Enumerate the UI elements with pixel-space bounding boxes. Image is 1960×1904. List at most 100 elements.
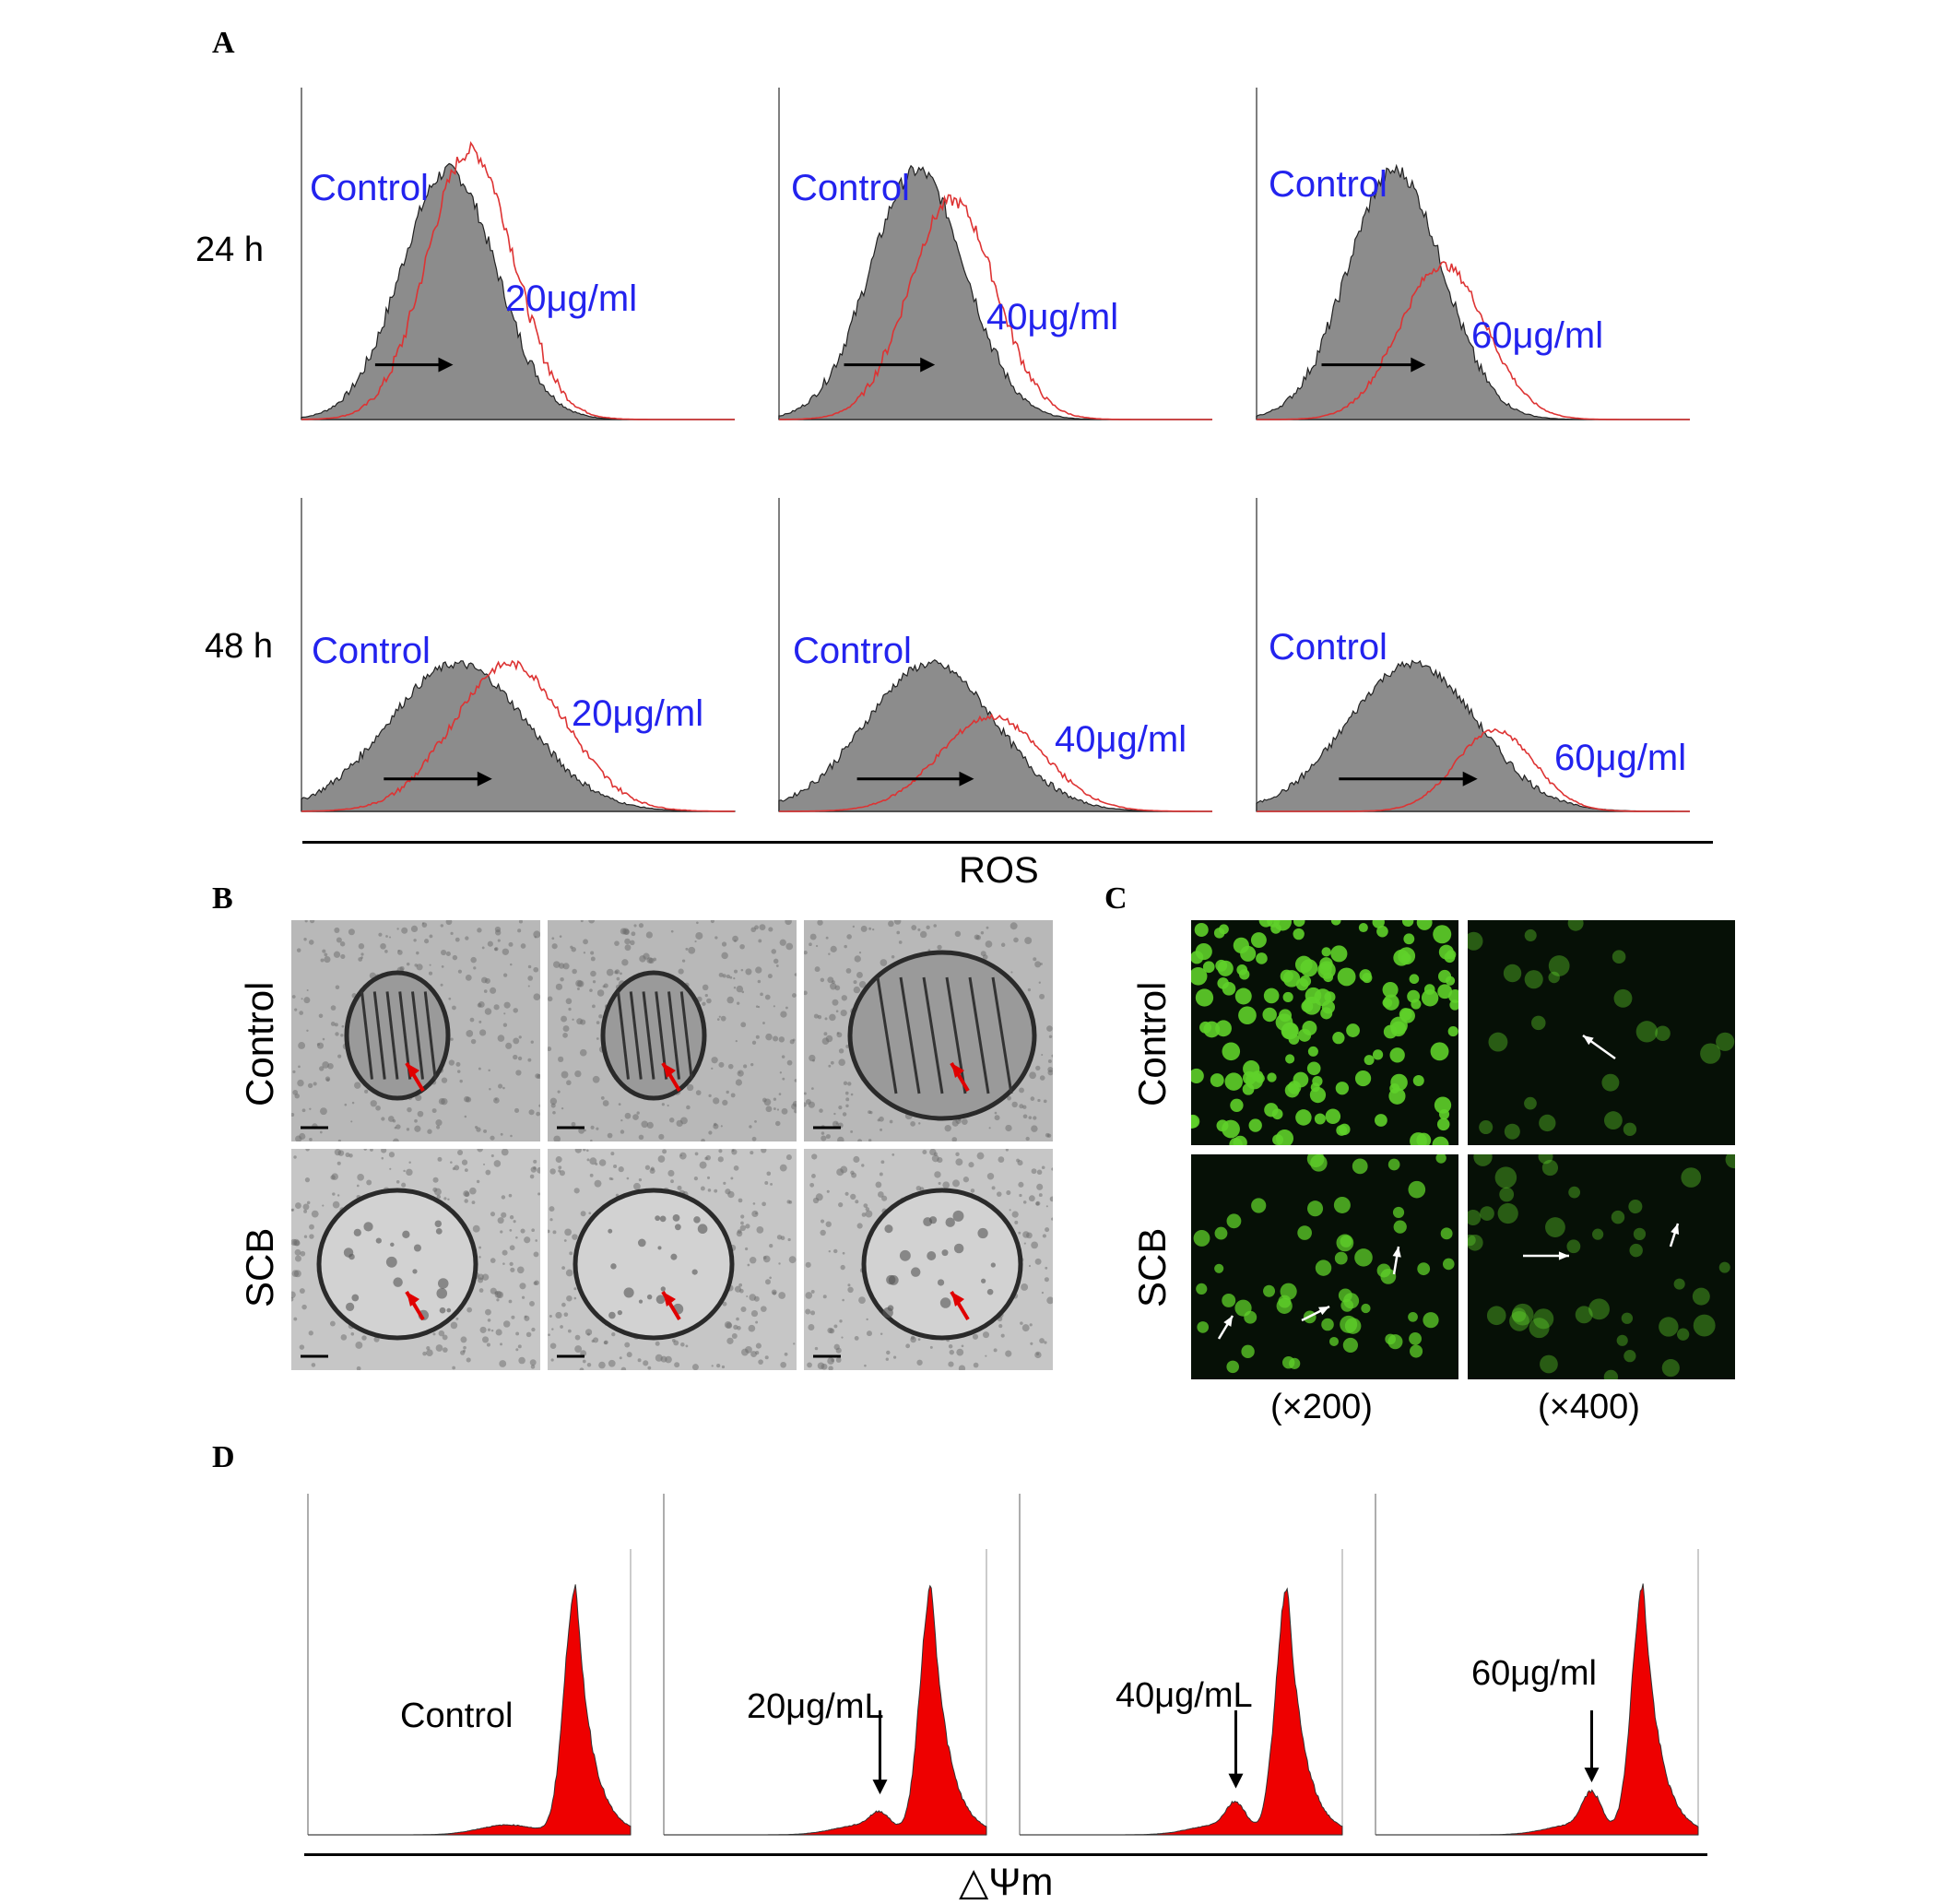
cell xyxy=(1234,987,1252,1005)
cell xyxy=(1372,1049,1384,1060)
control-histogram-area xyxy=(1256,659,1690,812)
ros-histogram-24h-60 xyxy=(1256,88,1690,420)
cell xyxy=(1298,1028,1312,1042)
cell xyxy=(1250,932,1267,949)
cell xyxy=(1306,1061,1321,1076)
cell-arrow-head xyxy=(1583,1035,1594,1046)
dose-label-24h-3: 60μg/ml xyxy=(1471,315,1604,356)
cell xyxy=(1588,1298,1610,1320)
jc1-histogram-area xyxy=(1020,1587,1343,1836)
cell xyxy=(1354,1248,1373,1267)
control-label-24h-2: Control xyxy=(791,168,910,208)
cell xyxy=(1692,1287,1710,1306)
cell xyxy=(1332,1031,1345,1045)
cell xyxy=(1389,1082,1400,1094)
cell xyxy=(1486,1306,1506,1326)
cell xyxy=(1214,1263,1224,1273)
treated-histogram-line xyxy=(779,194,1212,420)
cell xyxy=(1681,1167,1702,1188)
cell xyxy=(1199,1021,1211,1034)
cell xyxy=(1229,1137,1243,1145)
control-label-48h-1: Control xyxy=(312,631,431,671)
cell xyxy=(1613,988,1633,1008)
shift-arrow-head xyxy=(477,771,492,786)
shift-arrow-head xyxy=(920,357,936,373)
cell xyxy=(1238,1006,1257,1025)
cell xyxy=(1541,1159,1559,1177)
jc1-label-60: 60μg/ml xyxy=(1471,1654,1597,1693)
jc1-label-control: Control xyxy=(400,1697,514,1735)
cell xyxy=(1548,955,1570,976)
cell xyxy=(1191,1068,1204,1084)
cell xyxy=(1383,994,1399,1011)
cell xyxy=(1321,1318,1334,1331)
cell xyxy=(1677,1328,1690,1341)
cell xyxy=(1222,1042,1241,1061)
cell xyxy=(1226,1213,1242,1229)
cell xyxy=(1410,1344,1423,1358)
cell xyxy=(1473,1154,1493,1166)
cell xyxy=(1509,1311,1529,1331)
tem-arrow-head xyxy=(407,1292,419,1307)
fluorescence-micrograph xyxy=(1191,920,1458,1145)
cell xyxy=(1374,1114,1387,1127)
fluorescence-micrograph xyxy=(1468,920,1735,1145)
tem-arrow-head xyxy=(951,1292,964,1307)
tem-row-label-scb: SCB xyxy=(238,1227,281,1307)
cell xyxy=(1629,1243,1643,1258)
treated-histogram-line xyxy=(301,141,735,420)
cell xyxy=(1234,1299,1252,1317)
cell xyxy=(1219,924,1229,935)
crista xyxy=(679,991,693,1080)
cell xyxy=(1383,1024,1398,1039)
cell xyxy=(1445,976,1456,986)
cell xyxy=(1197,1321,1210,1333)
cell xyxy=(1409,1331,1422,1345)
cell xyxy=(1435,1154,1446,1164)
cell xyxy=(1633,1227,1647,1241)
cell xyxy=(1538,1154,1553,1165)
cell xyxy=(1612,950,1626,964)
cell-arrow-head xyxy=(1671,1224,1680,1235)
cell xyxy=(1337,967,1356,987)
crista xyxy=(423,991,437,1080)
delta-psi-axis-line xyxy=(304,1853,1707,1856)
row-label-24h: 24 h xyxy=(195,231,264,269)
cell xyxy=(1263,1284,1276,1297)
cell xyxy=(1330,920,1341,926)
crista xyxy=(667,991,680,1080)
cell xyxy=(1545,1217,1565,1237)
cell xyxy=(1539,1114,1556,1132)
cell xyxy=(1364,1055,1375,1066)
cell xyxy=(1468,931,1483,951)
crista xyxy=(642,991,655,1080)
panel-label-b: B xyxy=(212,881,233,916)
cell xyxy=(1524,1096,1537,1110)
cell xyxy=(1511,1307,1527,1322)
cell-arrow-head xyxy=(1223,1316,1233,1327)
dose-label-48h-2: 40μg/ml xyxy=(1055,719,1187,760)
cell xyxy=(1335,1082,1350,1095)
cell xyxy=(1659,1317,1679,1337)
shift-arrow-head xyxy=(1411,357,1426,373)
cell xyxy=(1603,1369,1619,1379)
tem-arrow-head xyxy=(407,1063,419,1078)
cell xyxy=(1281,1356,1295,1369)
cell xyxy=(1410,1132,1427,1145)
cell xyxy=(1568,1186,1581,1199)
mitochondrion xyxy=(573,1188,735,1341)
cell xyxy=(1611,1210,1625,1224)
cell xyxy=(1479,1120,1494,1135)
cell xyxy=(1437,984,1453,999)
cell xyxy=(1321,947,1331,957)
tem-micrograph xyxy=(291,1149,540,1370)
cell xyxy=(1352,1158,1368,1175)
cell xyxy=(1623,1350,1636,1363)
crista xyxy=(411,991,424,1080)
delta-psi-axis-label: △Ψm xyxy=(959,1860,1054,1903)
cell xyxy=(1432,1136,1449,1145)
cell xyxy=(1307,1200,1324,1217)
mitochondrion xyxy=(316,1188,478,1341)
cell xyxy=(1222,1119,1240,1139)
cell xyxy=(1193,1229,1210,1247)
